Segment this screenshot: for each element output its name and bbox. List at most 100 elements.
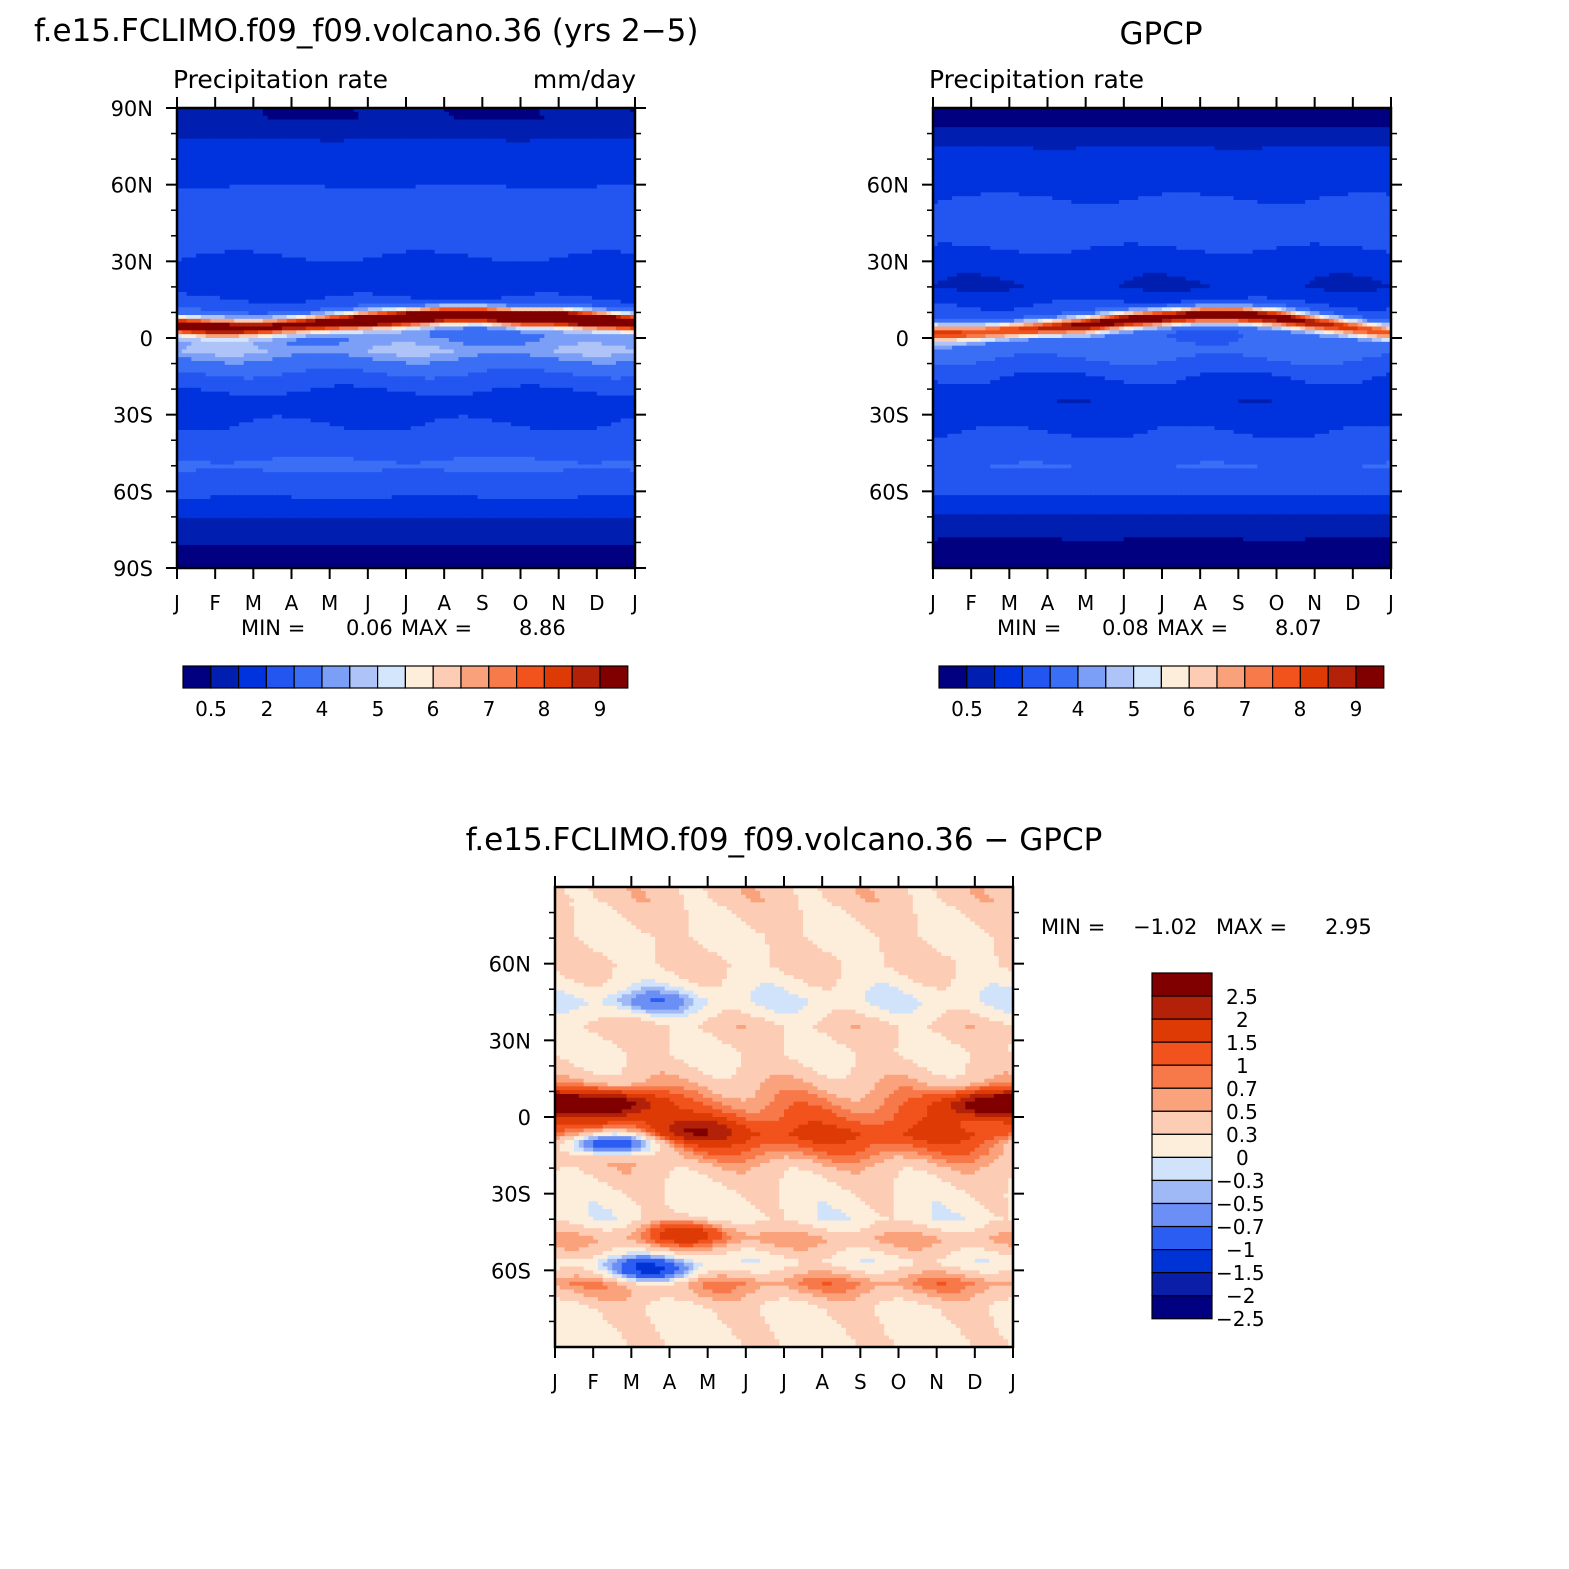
heatmap-cell: [353, 150, 359, 155]
heatmap-cell: [477, 207, 483, 213]
heatmap-cell: [191, 119, 197, 124]
heatmap-cell: [539, 223, 545, 228]
heatmap-cell: [320, 238, 326, 243]
heatmap-cell: [239, 230, 245, 236]
heatmap-cell: [482, 230, 488, 236]
heatmap-cell: [453, 169, 460, 174]
heatmap-cell: [572, 207, 579, 213]
heatmap-cell: [301, 219, 307, 224]
heatmap-cell: [358, 180, 364, 186]
heatmap-cell: [205, 284, 211, 289]
heatmap-cell: [382, 280, 388, 285]
heatmap-cell: [343, 196, 350, 201]
heatmap-cell: [415, 203, 421, 209]
heatmap-cell: [200, 288, 207, 293]
heatmap-cell: [358, 292, 364, 297]
heatmap-cell: [539, 238, 545, 243]
heatmap-cell: [219, 192, 226, 197]
heatmap-cell: [468, 188, 474, 193]
heatmap-cell: [439, 295, 445, 301]
heatmap-cell: [510, 276, 517, 282]
heatmap-cell: [315, 111, 321, 117]
heatmap-cell: [210, 184, 216, 190]
heatmap-cell: [420, 154, 426, 159]
heatmap-cell: [348, 272, 355, 278]
heatmap-cell: [396, 196, 402, 201]
heatmap-cell: [191, 177, 197, 182]
heatmap-cell: [630, 165, 635, 170]
heatmap-cell: [382, 299, 388, 305]
heatmap-cell: [444, 230, 450, 236]
heatmap-cell: [620, 299, 627, 305]
heatmap-cell: [406, 192, 412, 197]
heatmap-cell: [625, 292, 631, 297]
heatmap-cell: [611, 173, 617, 178]
heatmap-cell: [324, 272, 331, 278]
heatmap-cell: [310, 203, 316, 209]
heatmap-cell: [229, 303, 235, 308]
heatmap-cell: [587, 238, 593, 243]
heatmap-cell: [205, 192, 211, 197]
heatmap-cell: [410, 230, 417, 236]
heatmap-cell: [291, 295, 297, 301]
heatmap-cell: [501, 223, 507, 228]
heatmap-cell: [630, 219, 635, 224]
heatmap-cell: [425, 303, 431, 308]
heatmap-cell: [377, 269, 383, 274]
heatmap-cell: [444, 119, 450, 124]
heatmap-cell: [434, 265, 440, 270]
heatmap-cell: [420, 215, 426, 220]
heatmap-cell: [372, 261, 378, 266]
heatmap-cell: [468, 242, 474, 247]
heatmap-cell: [410, 295, 417, 301]
heatmap-cell: [491, 272, 498, 278]
heatmap-cell: [506, 246, 512, 251]
heatmap-cell: [281, 138, 288, 144]
heatmap-cell: [601, 180, 607, 186]
heatmap-cell: [310, 196, 316, 201]
heatmap-cell: [200, 173, 207, 178]
heatmap-cell: [615, 108, 622, 113]
heatmap-cell: [410, 173, 417, 178]
heatmap-cell: [329, 146, 336, 151]
heatmap-cell: [291, 111, 297, 117]
heatmap-cell: [363, 257, 369, 262]
heatmap-cell: [491, 276, 498, 282]
heatmap-cell: [463, 288, 469, 293]
heatmap-cell: [496, 219, 503, 224]
heatmap-cell: [205, 272, 211, 278]
heatmap-cell: [448, 299, 455, 305]
heatmap-cell: [596, 265, 603, 270]
heatmap-cell: [191, 261, 197, 266]
heatmap-cell: [386, 207, 393, 213]
heatmap-cell: [377, 234, 383, 239]
heatmap-cell: [334, 230, 340, 236]
heatmap-cell: [305, 249, 312, 255]
heatmap-cell: [224, 234, 231, 239]
heatmap-cell: [258, 276, 264, 282]
heatmap-cell: [601, 215, 607, 220]
heatmap-cell: [358, 288, 364, 293]
heatmap-cell: [191, 288, 197, 293]
heatmap-cell: [482, 257, 488, 262]
heatmap-cell: [291, 249, 297, 255]
heatmap-cell: [363, 249, 369, 255]
heatmap-cell: [410, 184, 417, 190]
heatmap-cell: [487, 108, 493, 113]
heatmap-cell: [262, 192, 269, 197]
heatmap-cell: [305, 246, 312, 251]
heatmap-cell: [630, 223, 635, 228]
heatmap-cell: [315, 165, 321, 170]
heatmap-cell: [577, 161, 584, 167]
heatmap-cell: [367, 150, 374, 155]
heatmap-cell: [200, 230, 207, 236]
heatmap-cell: [334, 276, 340, 282]
heatmap-cell: [219, 280, 226, 285]
heatmap-cell: [553, 288, 560, 293]
heatmap-cell: [425, 184, 431, 190]
heatmap-cell: [453, 249, 460, 255]
heatmap-cell: [596, 211, 603, 216]
heatmap-cell: [577, 292, 584, 297]
heatmap-cell: [420, 303, 426, 308]
heatmap-cell: [315, 299, 321, 305]
